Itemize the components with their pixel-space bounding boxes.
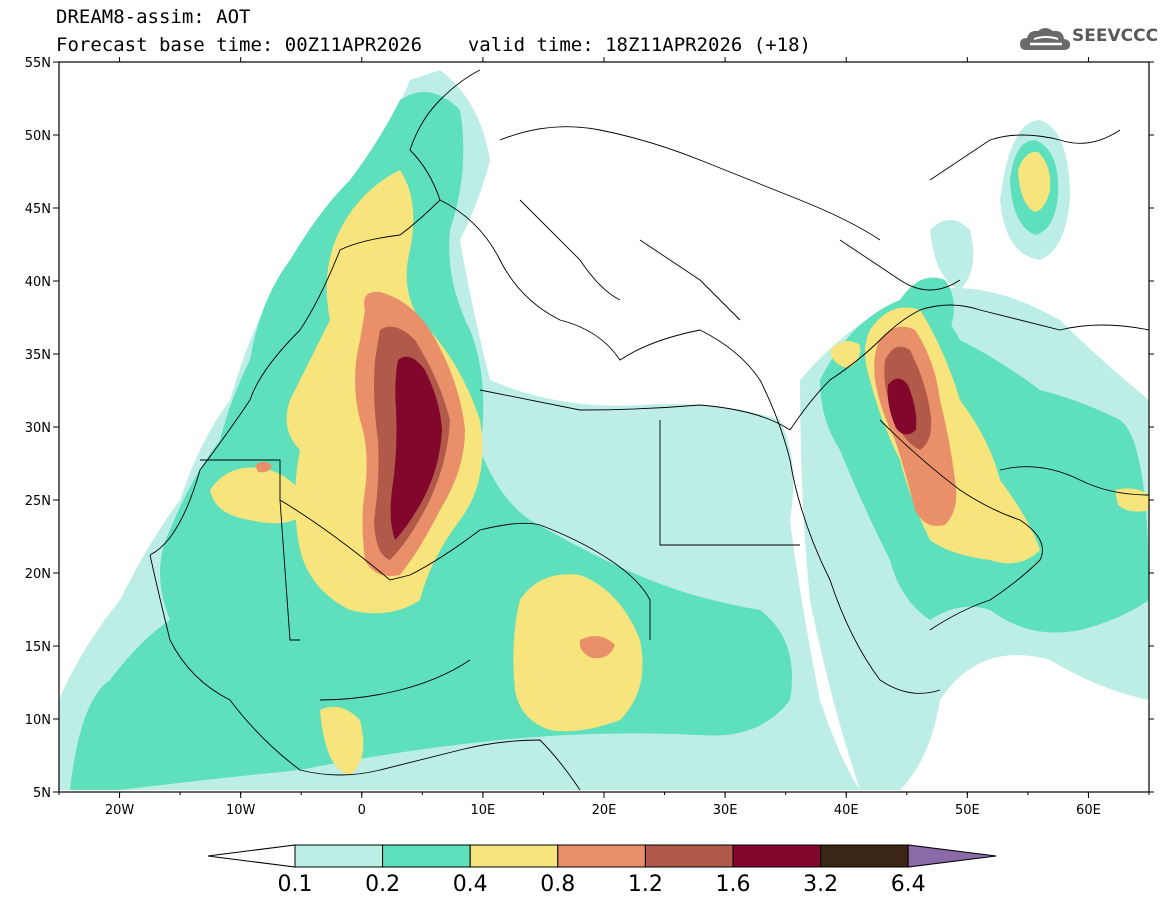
colorbar-level-label: 1.2 bbox=[628, 872, 663, 897]
valid-time: valid time: 18Z11APR2026 (+18) bbox=[467, 34, 811, 56]
colorbar-segment bbox=[382, 844, 471, 868]
colorbar-high-extension bbox=[907, 844, 997, 868]
lon-tick-label: 20W bbox=[105, 803, 135, 818]
colorbar-level-label: 0.4 bbox=[453, 872, 488, 897]
lat-tick-label: 25N bbox=[25, 494, 51, 509]
colorbar-level-label: 6.4 bbox=[891, 872, 926, 897]
lat-tick-label: 30N bbox=[25, 421, 51, 436]
chart-title: DREAM8-assim: AOT bbox=[56, 6, 251, 28]
colorbar-segment bbox=[294, 844, 384, 868]
lat-tick-label: 40N bbox=[25, 275, 51, 290]
colorbar-level-label: 1.6 bbox=[716, 872, 751, 897]
cloud-icon bbox=[1020, 28, 1071, 50]
lat-tick-label: 5N bbox=[33, 786, 51, 801]
chart-subtitle: Forecast base time: 00Z11APR2026 valid t… bbox=[56, 34, 811, 56]
colorbar-level-label: 0.2 bbox=[365, 872, 400, 897]
colorbar-low-extension bbox=[207, 844, 296, 868]
lat-tick-label: 35N bbox=[25, 348, 51, 363]
colorbar-segment bbox=[644, 844, 734, 868]
lon-tick-label: 30E bbox=[713, 803, 738, 818]
lat-tick-label: 20N bbox=[25, 567, 51, 582]
lon-tick-label: 60E bbox=[1076, 803, 1101, 818]
colorbar-segment bbox=[469, 844, 559, 868]
lon-tick-label: 0 bbox=[358, 803, 366, 818]
base-time: Forecast base time: 00Z11APR2026 bbox=[56, 34, 423, 56]
lon-tick-label: 50E bbox=[955, 803, 980, 818]
aot-field bbox=[59, 70, 1149, 790]
colorbar-level-label: 3.2 bbox=[803, 872, 838, 897]
logo-text: SEEVCCC bbox=[1072, 26, 1159, 46]
latitude-axis: 55N 50N 45N 40N 35N 30N 25N 20N 15N 10N 5N bbox=[25, 56, 1154, 801]
lon-tick-label: 10W bbox=[226, 803, 256, 818]
colorbar-level-label: 0.8 bbox=[540, 872, 575, 897]
logo bbox=[1020, 28, 1071, 50]
lat-tick-label: 15N bbox=[25, 640, 51, 655]
colorbar-segment bbox=[557, 844, 646, 868]
colorbar-segment bbox=[820, 844, 909, 868]
lat-tick-label: 55N bbox=[25, 56, 51, 71]
lat-tick-label: 10N bbox=[25, 713, 51, 728]
lon-tick-label: 10E bbox=[471, 803, 496, 818]
aot-contour-1.6 bbox=[390, 356, 917, 540]
longitude-axis: 20W 10W 0 10E 20E 30E 40E 50E 60E bbox=[58, 57, 1150, 818]
colorbar-segment bbox=[732, 844, 822, 868]
lon-tick-label: 20E bbox=[592, 803, 617, 818]
lat-tick-label: 45N bbox=[25, 202, 51, 217]
colorbar: 0.1 0.2 0.4 0.8 1.2 1.6 3.2 6.4 bbox=[207, 844, 997, 897]
colorbar-level-label: 0.1 bbox=[278, 872, 313, 897]
lon-tick-label: 40E bbox=[834, 803, 859, 818]
coastlines bbox=[149, 69, 1149, 791]
lat-tick-label: 50N bbox=[25, 129, 51, 144]
